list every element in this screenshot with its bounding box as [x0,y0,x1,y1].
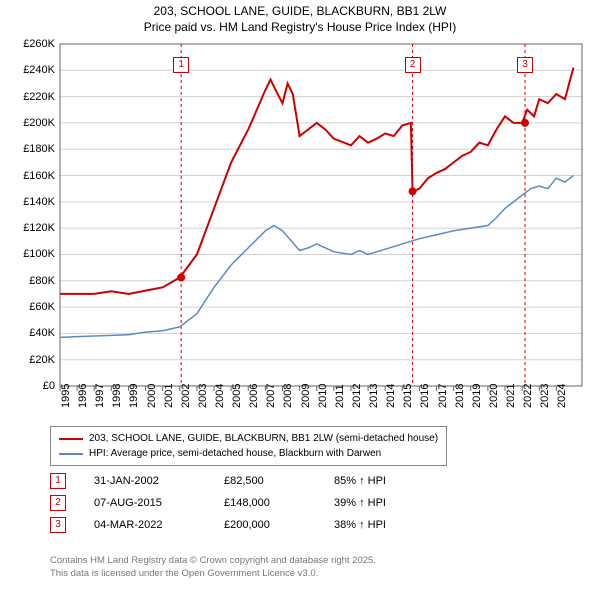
sale-marker-icon: 1 [50,473,66,489]
x-tick-label: 1997 [94,384,106,408]
y-tick-label: £120K [23,222,55,234]
x-tick-label: 2024 [556,384,568,408]
title-line2: Price paid vs. HM Land Registry's House … [0,20,600,36]
sales-row: 1 31-JAN-2002£82,50085% ↑ HPI [50,470,434,492]
x-tick-label: 2007 [265,384,277,408]
y-tick-label: £20K [29,354,55,366]
sale-date: 31-JAN-2002 [94,475,224,487]
chart-svg [12,38,588,418]
x-tick-label: 2010 [317,384,329,408]
footnote-line1: Contains HM Land Registry data © Crown c… [50,555,376,567]
sale-price: £148,000 [224,497,334,509]
y-tick-label: £40K [29,327,55,339]
footnote: Contains HM Land Registry data © Crown c… [50,555,376,580]
x-tick-label: 2011 [334,384,346,408]
y-tick-label: £240K [23,64,55,76]
sale-marker-icon: 2 [50,495,66,511]
x-tick-label: 2003 [197,384,209,408]
sale-date: 07-AUG-2015 [94,497,224,509]
x-tick-label: 2021 [505,384,517,408]
x-tick-label: 2014 [385,384,397,408]
sales-row: 2 07-AUG-2015£148,00039% ↑ HPI [50,492,434,514]
sales-row: 3 04-MAR-2022£200,00038% ↑ HPI [50,514,434,536]
x-tick-label: 2013 [368,384,380,408]
sale-dot [177,273,185,281]
sale-marker-2: 2 [405,57,421,73]
x-tick-label: 2018 [454,384,466,408]
legend-row: HPI: Average price, semi-detached house,… [59,446,438,461]
footnote-line2: This data is licensed under the Open Gov… [50,568,376,580]
chart-title: 203, SCHOOL LANE, GUIDE, BLACKBURN, BB1 … [0,0,600,35]
x-tick-label: 1999 [128,384,140,408]
x-tick-label: 2001 [163,384,175,408]
sale-date: 04-MAR-2022 [94,519,224,531]
legend-row: 203, SCHOOL LANE, GUIDE, BLACKBURN, BB1 … [59,431,438,446]
y-tick-label: £220K [23,91,55,103]
x-tick-label: 2022 [522,384,534,408]
x-tick-label: 1996 [77,384,89,408]
legend-swatch [59,438,83,440]
y-tick-label: £100K [23,248,55,260]
x-tick-label: 2002 [180,384,192,408]
x-tick-label: 2008 [282,384,294,408]
y-tick-label: £200K [23,117,55,129]
chart-area: £0 £20K £40K £60K £80K £100K £120K £140K £160K £1… [12,38,588,418]
x-tick-label: 2005 [231,384,243,408]
x-tick-label: 1998 [111,384,123,408]
sale-price: £82,500 [224,475,334,487]
sale-price: £200,000 [224,519,334,531]
sale-rel: 38% ↑ HPI [334,519,434,531]
y-tick-label: £80K [29,275,55,287]
sale-rel: 39% ↑ HPI [334,497,434,509]
x-tick-label: 2004 [214,384,226,408]
sale-rel: 85% ↑ HPI [334,475,434,487]
x-tick-label: 2009 [300,384,312,408]
legend-label: HPI: Average price, semi-detached house,… [89,446,381,461]
x-tick-label: 2020 [488,384,500,408]
legend-swatch [59,453,83,455]
sale-dot [409,187,417,195]
sale-dot [521,119,529,127]
x-tick-label: 2023 [539,384,551,408]
sale-marker-1: 1 [173,57,189,73]
legend: 203, SCHOOL LANE, GUIDE, BLACKBURN, BB1 … [50,426,447,466]
sales-table: 1 31-JAN-2002£82,50085% ↑ HPI 2 07-AUG-2015… [50,470,434,536]
y-tick-label: £0 [43,380,55,392]
y-tick-label: £260K [23,38,55,50]
x-tick-label: 2006 [248,384,260,408]
x-tick-label: 2015 [402,384,414,408]
y-tick-label: £180K [23,143,55,155]
x-tick-label: 2019 [471,384,483,408]
y-tick-label: £60K [29,301,55,313]
x-tick-label: 1995 [60,384,72,408]
legend-label: 203, SCHOOL LANE, GUIDE, BLACKBURN, BB1 … [89,431,438,446]
y-tick-label: £160K [23,170,55,182]
x-tick-label: 2012 [351,384,363,408]
sale-marker-3: 3 [517,57,533,73]
title-line1: 203, SCHOOL LANE, GUIDE, BLACKBURN, BB1 … [0,4,600,20]
x-tick-label: 2017 [437,384,449,408]
x-tick-label: 2000 [146,384,158,408]
sale-marker-icon: 3 [50,517,66,533]
x-tick-label: 2016 [419,384,431,408]
y-tick-label: £140K [23,196,55,208]
